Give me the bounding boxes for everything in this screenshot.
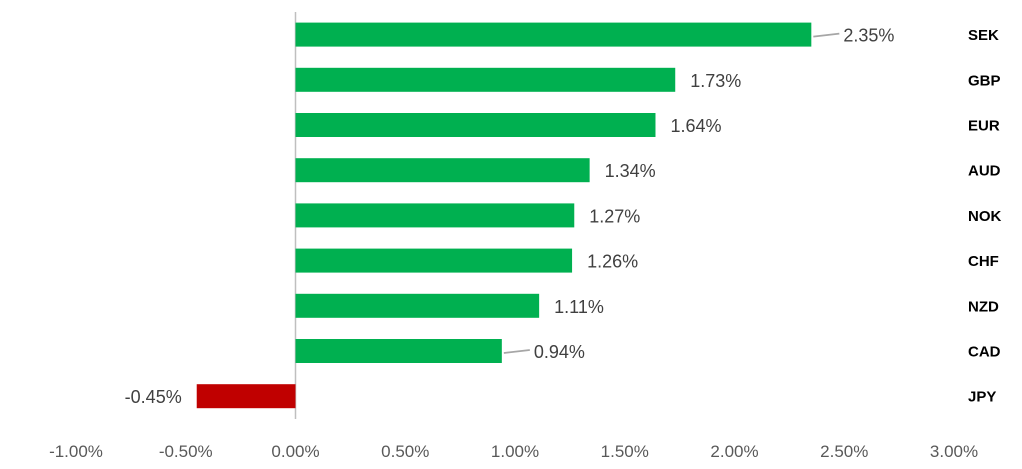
x-tick-label: 3.00% xyxy=(930,442,978,461)
value-label-nzd: 1.11% xyxy=(554,297,604,317)
category-label-gbp: GBP xyxy=(968,72,1001,89)
category-label-jpy: JPY xyxy=(968,389,996,406)
bar-nzd xyxy=(295,293,540,318)
bar-sek xyxy=(295,22,812,47)
x-tick-label: -0.50% xyxy=(159,442,213,461)
bar-nok xyxy=(295,203,575,228)
bar-gbp xyxy=(295,67,676,92)
value-label-jpy: -0.45% xyxy=(125,387,182,407)
bar-jpy xyxy=(196,384,296,409)
value-label-eur: 1.64% xyxy=(670,116,721,136)
leader-line-cad xyxy=(503,349,530,354)
value-label-chf: 1.26% xyxy=(587,252,638,272)
value-label-aud: 1.34% xyxy=(605,161,656,181)
value-label-gbp: 1.73% xyxy=(690,71,741,91)
value-label-nok: 1.27% xyxy=(589,206,640,226)
x-tick-label: -1.00% xyxy=(49,442,103,461)
category-label-eur: EUR xyxy=(968,118,1000,135)
category-label-cad: CAD xyxy=(968,344,1001,361)
x-tick-label: 2.50% xyxy=(820,442,868,461)
value-label-cad: 0.94% xyxy=(534,342,585,362)
bar-chf xyxy=(295,248,573,273)
category-label-chf: CHF xyxy=(968,253,999,270)
category-label-nok: NOK xyxy=(968,208,1002,225)
bar-eur xyxy=(295,113,656,137)
leader-line-sek xyxy=(813,32,840,38)
category-label-aud: AUD xyxy=(968,163,1001,180)
x-tick-label: 0.00% xyxy=(271,442,319,461)
x-tick-label: 1.50% xyxy=(601,442,649,461)
category-label-nzd: NZD xyxy=(968,298,999,315)
bar-aud xyxy=(295,158,590,183)
x-tick-label: 1.00% xyxy=(491,442,539,461)
category-label-sek: SEK xyxy=(968,27,999,44)
x-tick-label: 0.50% xyxy=(381,442,429,461)
value-label-sek: 2.35% xyxy=(843,26,894,46)
x-tick-label: 2.00% xyxy=(710,442,758,461)
bar-cad xyxy=(295,339,502,363)
